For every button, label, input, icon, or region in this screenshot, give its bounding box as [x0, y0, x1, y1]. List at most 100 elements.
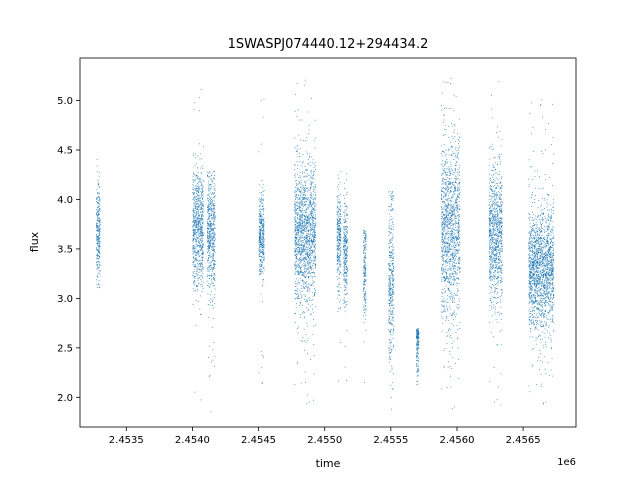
data-point	[442, 306, 444, 308]
data-point	[306, 249, 307, 251]
data-point	[313, 225, 315, 226]
data-point	[301, 272, 303, 273]
data-point	[304, 249, 306, 251]
data-point	[453, 132, 455, 134]
data-point	[210, 298, 212, 300]
data-point	[418, 333, 419, 335]
data-point	[364, 233, 366, 234]
data-point	[310, 165, 312, 167]
data-point	[306, 268, 308, 269]
data-point	[459, 328, 461, 329]
data-point	[96, 222, 98, 224]
data-point	[336, 245, 338, 246]
data-point	[96, 239, 98, 240]
data-point	[392, 229, 394, 230]
data-point	[207, 235, 209, 237]
data-point	[213, 244, 215, 246]
data-point	[393, 292, 394, 294]
data-point	[208, 188, 210, 189]
data-point	[391, 277, 393, 278]
data-point	[209, 245, 211, 246]
data-point	[388, 227, 390, 229]
data-point	[202, 186, 204, 188]
data-point	[314, 186, 316, 187]
data-point	[193, 247, 195, 248]
data-point	[213, 263, 214, 265]
data-point	[193, 208, 195, 209]
data-point	[453, 273, 454, 275]
data-point	[294, 243, 296, 244]
data-point	[195, 222, 197, 223]
data-point	[202, 210, 204, 212]
data-point	[301, 191, 303, 193]
data-point	[416, 350, 418, 351]
data-point	[295, 241, 297, 243]
data-point	[201, 222, 203, 224]
data-point	[393, 308, 394, 309]
data-point	[199, 246, 200, 248]
data-point	[305, 268, 306, 270]
data-point	[299, 258, 300, 259]
data-point	[210, 228, 212, 230]
data-point	[315, 232, 316, 233]
data-point	[443, 218, 445, 219]
data-point	[363, 299, 365, 301]
data-point	[297, 279, 299, 281]
data-point	[211, 233, 213, 235]
data-point	[192, 179, 194, 180]
data-point	[305, 140, 307, 141]
data-point	[305, 259, 307, 260]
data-point	[345, 293, 347, 295]
data-point	[99, 207, 101, 209]
data-point	[305, 216, 306, 218]
data-point	[208, 213, 210, 215]
data-point	[313, 224, 314, 226]
data-point	[196, 183, 198, 184]
data-point	[314, 245, 316, 247]
data-point	[263, 228, 265, 230]
data-point	[99, 186, 100, 188]
data-point	[209, 199, 211, 200]
data-point	[390, 233, 391, 235]
data-point	[294, 204, 296, 205]
data-point	[416, 343, 418, 345]
data-point	[214, 195, 216, 197]
data-point	[388, 283, 390, 285]
data-point	[259, 263, 261, 265]
data-point	[313, 240, 315, 242]
data-point	[210, 225, 212, 226]
data-point	[344, 259, 346, 261]
data-point	[344, 229, 346, 231]
data-point	[96, 243, 98, 245]
data-point	[260, 198, 262, 200]
data-point	[303, 221, 305, 222]
data-point	[389, 281, 391, 282]
data-point	[202, 250, 204, 252]
data-point	[312, 243, 313, 245]
data-point	[193, 210, 195, 212]
data-point	[311, 275, 312, 277]
data-point	[261, 192, 262, 193]
data-point	[345, 259, 347, 261]
data-point	[343, 286, 345, 288]
data-point	[296, 209, 297, 211]
data-point	[311, 195, 312, 197]
data-point	[260, 250, 262, 252]
data-point	[308, 262, 310, 263]
data-point	[447, 221, 449, 223]
data-point	[193, 245, 195, 247]
data-point	[201, 256, 202, 258]
data-point	[451, 314, 453, 315]
data-point	[208, 244, 209, 246]
data-point	[297, 205, 299, 207]
data-point	[195, 210, 197, 212]
data-point	[305, 223, 307, 224]
data-point	[207, 260, 209, 262]
data-point	[416, 381, 418, 382]
data-point	[307, 208, 309, 209]
data-point	[314, 236, 315, 238]
data-point	[305, 382, 306, 383]
data-point	[202, 288, 204, 290]
data-point	[296, 83, 298, 85]
data-point	[308, 229, 309, 231]
